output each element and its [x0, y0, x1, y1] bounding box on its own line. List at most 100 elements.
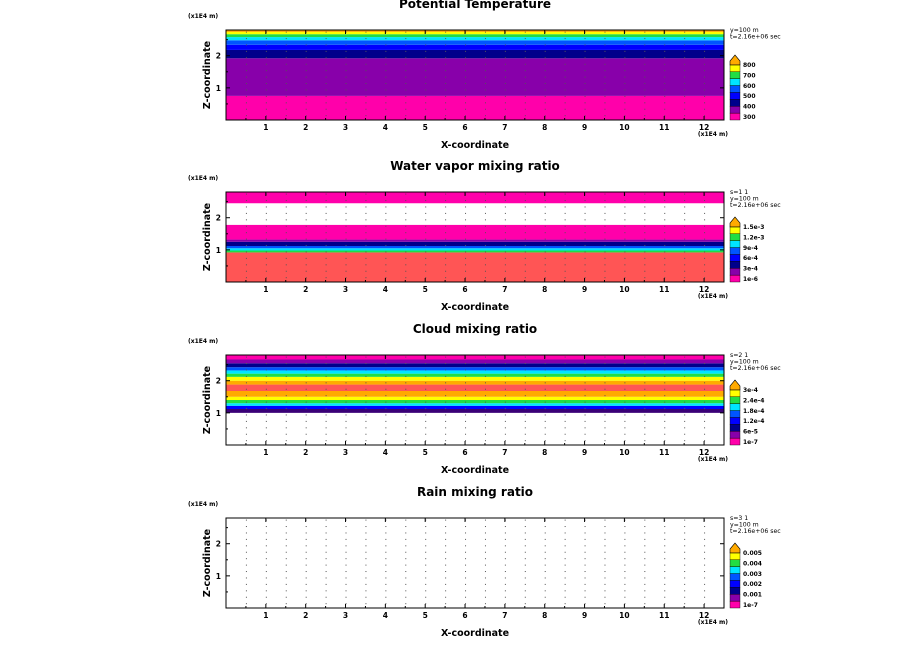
grid-dot — [345, 551, 347, 553]
grid-dot — [325, 388, 327, 390]
grid-dot — [564, 408, 566, 410]
grid-dot — [684, 108, 686, 110]
grid-dot — [385, 206, 387, 208]
grid-dot — [484, 356, 486, 358]
grid-dot — [305, 401, 307, 403]
grid-dot — [245, 408, 247, 410]
chart-title: Rain mixing ratio — [417, 485, 533, 499]
grid-dot — [245, 200, 247, 202]
grid-dot — [624, 408, 626, 410]
grid-dot — [385, 571, 387, 573]
grid-dot — [445, 401, 447, 403]
colorbar-swatch — [729, 403, 741, 411]
grid-dot — [604, 603, 606, 605]
grid-dot — [285, 57, 287, 59]
grid-dot — [285, 115, 287, 117]
grid-dot — [624, 251, 626, 253]
grid-dot — [664, 427, 666, 429]
grid-dot — [385, 50, 387, 52]
grid-dot — [345, 108, 347, 110]
grid-dot — [305, 251, 307, 253]
grid-dot — [524, 538, 526, 540]
grid-dot — [325, 31, 327, 33]
grid-dot — [285, 433, 287, 435]
x-tick-label: 1 — [263, 611, 268, 620]
grid-dot — [305, 238, 307, 240]
grid-dot — [504, 219, 506, 221]
colorbar-swatch — [729, 254, 741, 262]
grid-dot — [664, 44, 666, 46]
y-tick-label: 2 — [216, 52, 221, 61]
grid-dot — [584, 70, 586, 72]
grid-dot — [504, 251, 506, 253]
grid-dot — [484, 551, 486, 553]
grid-dot — [465, 95, 467, 97]
grid-dot — [425, 206, 427, 208]
grid-dot — [584, 238, 586, 240]
grid-dot — [604, 225, 606, 227]
grid-dot — [445, 38, 447, 40]
grid-dot — [365, 408, 367, 410]
grid-dot — [524, 590, 526, 592]
grid-dot — [644, 264, 646, 266]
grid-dot — [624, 440, 626, 442]
grid-dot — [365, 245, 367, 247]
grid-dot — [664, 57, 666, 59]
grid-dot — [305, 590, 307, 592]
grid-dot — [524, 382, 526, 384]
grid-dot — [285, 564, 287, 566]
grid-dot — [644, 251, 646, 253]
grid-dot — [544, 76, 546, 78]
grid-dot — [425, 375, 427, 377]
grid-dot — [305, 583, 307, 585]
x-tick-label: 1 — [263, 123, 268, 132]
grid-dot — [564, 427, 566, 429]
grid-dot — [564, 388, 566, 390]
contour-band — [226, 34, 724, 38]
colorbar-label: 700 — [743, 72, 756, 79]
grid-dot — [425, 277, 427, 279]
grid-dot — [325, 382, 327, 384]
y-tick-label: 2 — [216, 214, 221, 223]
x-axis-label: X-coordinate — [441, 628, 509, 639]
grid-dot — [484, 108, 486, 110]
grid-dot — [584, 270, 586, 272]
grid-dot — [465, 558, 467, 560]
grid-dot — [305, 395, 307, 397]
grid-dot — [245, 50, 247, 52]
grid-dot — [345, 545, 347, 547]
grid-dot — [504, 395, 506, 397]
grid-dot — [445, 83, 447, 85]
grid-dot — [345, 558, 347, 560]
grid-dot — [465, 108, 467, 110]
grid-dot — [385, 108, 387, 110]
grid-dot — [285, 31, 287, 33]
grid-dot — [285, 264, 287, 266]
grid-dot — [504, 538, 506, 540]
grid-dot — [405, 251, 407, 253]
contour-band — [226, 380, 724, 385]
grid-dot — [385, 264, 387, 266]
grid-dot — [664, 382, 666, 384]
grid-dot — [285, 76, 287, 78]
grid-dot — [564, 219, 566, 221]
grid-dot — [544, 551, 546, 553]
grid-dot — [684, 83, 686, 85]
grid-dot — [564, 519, 566, 521]
grid-dot — [624, 414, 626, 416]
grid-dot — [325, 206, 327, 208]
grid-dot — [365, 95, 367, 97]
grid-dot — [584, 590, 586, 592]
x-tick-label: 6 — [462, 611, 467, 620]
grid-dot — [524, 363, 526, 365]
grid-dot — [465, 50, 467, 52]
grid-dot — [564, 108, 566, 110]
plot-frame — [225, 354, 725, 446]
grid-dot — [425, 369, 427, 371]
grid-dot — [445, 571, 447, 573]
grid-dot — [465, 433, 467, 435]
grid-dot — [564, 363, 566, 365]
grid-dot — [664, 245, 666, 247]
grid-dot — [325, 532, 327, 534]
grid-dot — [644, 532, 646, 534]
